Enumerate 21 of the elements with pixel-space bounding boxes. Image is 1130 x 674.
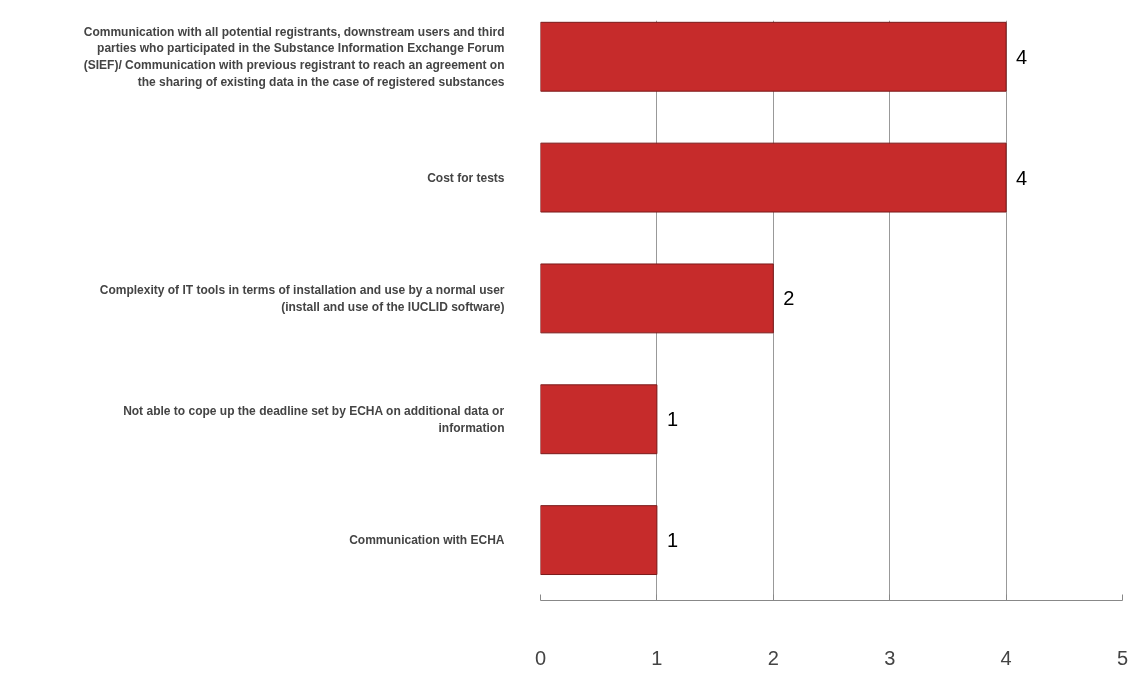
x-tick-label: 1 [651, 646, 663, 669]
y-tick-label: Complexity of IT tools in terms of installation and use by a normal user (install and use of the IUCLID software) [99, 283, 505, 314]
bar [540, 142, 1007, 213]
data-label: 4 [1016, 166, 1028, 189]
data-label: 4 [1016, 45, 1028, 68]
x-tick-label: 0 [534, 646, 547, 669]
data-label: 2 [783, 287, 795, 310]
bar [540, 505, 658, 576]
x-tick-label: 4 [1000, 646, 1012, 669]
y-tick-label: Not able to cope up the deadline set by ECHA on additional data or information [123, 403, 505, 435]
bar [540, 21, 1007, 92]
x-tick-label: 5 [1116, 646, 1129, 669]
y-tick-label: Communication with ECHA [349, 533, 505, 548]
bar [540, 384, 658, 455]
x-tick-label: 2 [767, 646, 779, 669]
data-label: 1 [666, 408, 679, 431]
bar [540, 263, 774, 334]
data-label: 1 [666, 529, 679, 552]
y-tick-label: Communication with all potential registrants, downstream users and third parties who participated in the Substance Information Exchange Forum (SIEF)/ Communication with previous registrant to reach an agreement on the sharing of existing data in the case of registered substances [83, 24, 505, 89]
x-tick-label: 3 [884, 646, 896, 669]
y-tick-label: Cost for tests [427, 170, 505, 185]
